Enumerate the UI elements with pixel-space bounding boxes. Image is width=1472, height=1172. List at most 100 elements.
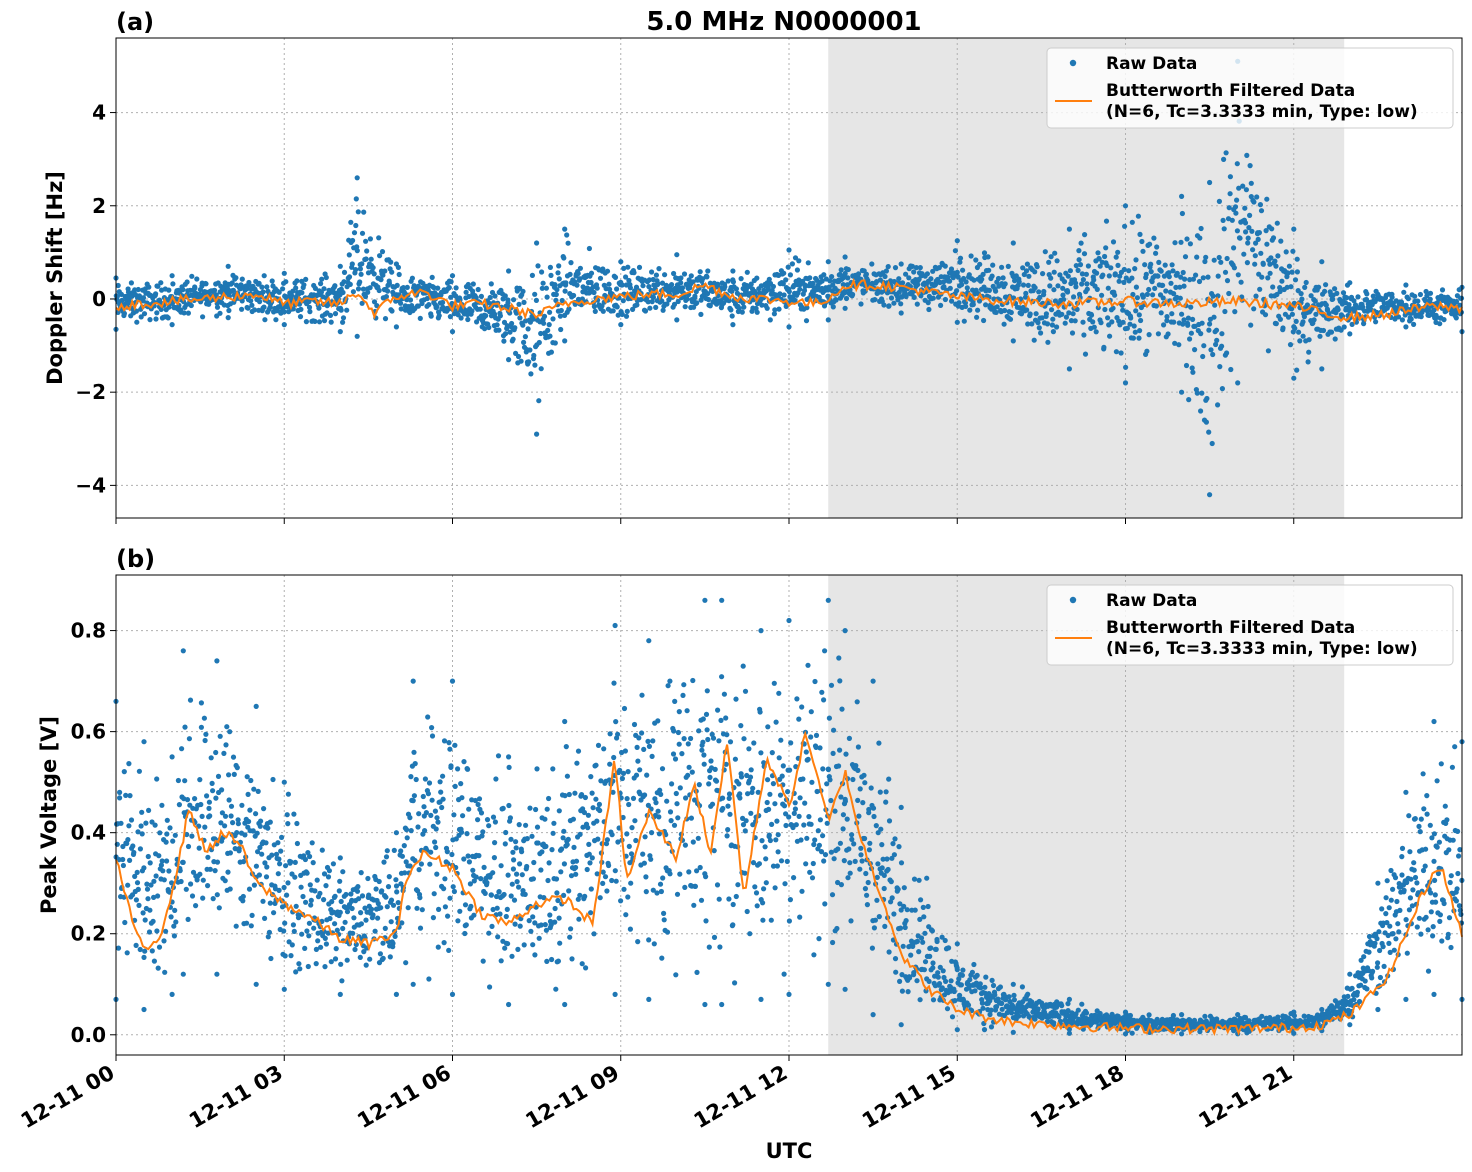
raw-point [564, 744, 569, 749]
raw-point [450, 273, 455, 278]
raw-point [155, 893, 160, 898]
raw-point [1104, 219, 1109, 224]
raw-point [605, 837, 610, 842]
raw-point [475, 817, 480, 822]
raw-point [1355, 294, 1360, 299]
raw-point [818, 817, 823, 822]
raw-point [912, 877, 917, 882]
raw-point [1123, 365, 1128, 370]
raw-point [749, 767, 754, 772]
raw-point [1319, 366, 1324, 371]
raw-point [773, 837, 778, 842]
raw-point [1273, 264, 1278, 269]
raw-point [1159, 310, 1164, 315]
raw-point [855, 798, 860, 803]
raw-point [621, 771, 626, 776]
raw-point [339, 978, 344, 983]
raw-point [394, 324, 399, 329]
raw-point [829, 683, 834, 688]
raw-point [531, 876, 536, 881]
raw-point [848, 871, 853, 876]
raw-point [365, 876, 370, 881]
raw-point [1214, 338, 1219, 343]
raw-point [1302, 285, 1307, 290]
raw-point [1100, 273, 1105, 278]
raw-point [452, 743, 457, 748]
raw-point [190, 893, 195, 898]
raw-point [870, 946, 875, 951]
raw-point [1111, 239, 1116, 244]
raw-point [510, 850, 515, 855]
raw-point [959, 282, 964, 287]
raw-point [515, 879, 520, 884]
raw-point [691, 839, 696, 844]
raw-point [208, 867, 213, 872]
raw-point [892, 852, 897, 857]
raw-point [318, 945, 323, 950]
raw-point [524, 864, 529, 869]
raw-point [726, 896, 731, 901]
raw-point [809, 822, 814, 827]
raw-point [1070, 330, 1075, 335]
raw-point [338, 910, 343, 915]
raw-point [973, 257, 978, 262]
raw-point [506, 803, 511, 808]
raw-point [657, 831, 662, 836]
panel-a-label: (a) [116, 8, 154, 36]
raw-point [980, 1001, 985, 1006]
raw-point [471, 281, 476, 286]
raw-point [1228, 174, 1233, 179]
raw-point [564, 232, 569, 237]
raw-point [357, 279, 362, 284]
raw-point [786, 265, 791, 270]
raw-point [774, 720, 779, 725]
raw-point [889, 879, 894, 884]
raw-point [922, 967, 927, 972]
raw-point [265, 826, 270, 831]
raw-point [790, 261, 795, 266]
raw-point [324, 941, 329, 946]
raw-point [644, 773, 649, 778]
raw-point [992, 992, 997, 997]
raw-point [552, 282, 557, 287]
raw-point [1415, 299, 1420, 304]
y-tick-label: 0 [92, 287, 106, 311]
raw-point [503, 841, 508, 846]
raw-point [303, 900, 308, 905]
raw-point [505, 941, 510, 946]
raw-point [465, 317, 470, 322]
raw-point [783, 823, 788, 828]
raw-point [288, 953, 293, 958]
raw-point [355, 248, 360, 253]
raw-point [517, 861, 522, 866]
raw-point [501, 339, 506, 344]
raw-point [1347, 280, 1352, 285]
raw-point [539, 269, 544, 274]
raw-point [634, 773, 639, 778]
raw-point [305, 871, 310, 876]
raw-point [635, 759, 640, 764]
raw-point [211, 896, 216, 901]
raw-point [1437, 321, 1442, 326]
raw-point [884, 856, 889, 861]
raw-point [1188, 305, 1193, 310]
raw-point [867, 847, 872, 852]
raw-point [537, 936, 542, 941]
raw-point [534, 766, 539, 771]
raw-point [764, 880, 769, 885]
raw-point [804, 318, 809, 323]
raw-point [398, 848, 403, 853]
raw-point [457, 909, 462, 914]
raw-point [413, 761, 418, 766]
raw-point [726, 278, 731, 283]
raw-point [998, 984, 1003, 989]
raw-point [824, 781, 829, 786]
raw-point [647, 306, 652, 311]
raw-point [1193, 273, 1198, 278]
raw-point [1242, 206, 1247, 211]
raw-point [1102, 254, 1107, 259]
raw-point [1239, 280, 1244, 285]
raw-point [783, 277, 788, 282]
raw-point [706, 781, 711, 786]
raw-point [479, 294, 484, 299]
